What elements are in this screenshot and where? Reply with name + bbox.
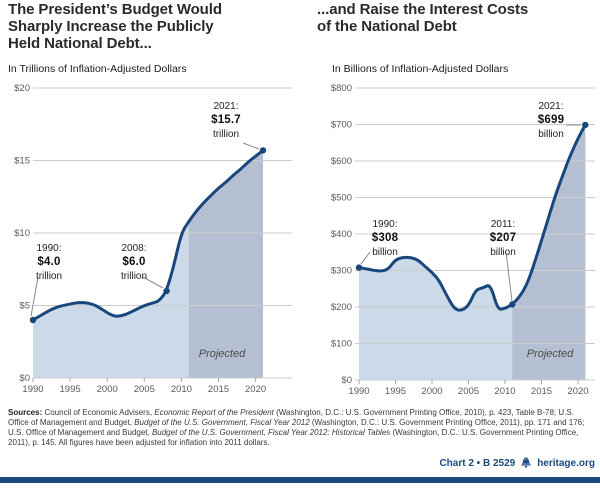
heritage-url: heritage.org bbox=[537, 457, 595, 469]
y-axis-label: $200 bbox=[331, 302, 352, 313]
data-point-dot bbox=[509, 301, 516, 308]
sources-label: Sources: bbox=[8, 408, 43, 417]
area-fill-projected bbox=[512, 124, 586, 381]
x-axis-label: 2015 bbox=[208, 384, 229, 395]
right-chart-subtitle: In Billions of Inflation-Adjusted Dollar… bbox=[332, 63, 509, 75]
data-point-dot bbox=[355, 264, 363, 271]
x-axis-label: 2010 bbox=[494, 386, 515, 397]
y-axis-label: $15 bbox=[14, 156, 30, 167]
y-axis-label: $500 bbox=[331, 193, 352, 204]
x-axis-label: 2020 bbox=[567, 386, 588, 397]
y-axis-label: $100 bbox=[331, 339, 352, 350]
data-line bbox=[31, 148, 265, 322]
y-axis-label: $700 bbox=[331, 120, 352, 131]
x-axis-label: 2005 bbox=[458, 386, 479, 397]
data-point-dot bbox=[259, 147, 267, 154]
x-axis-label: 1990 bbox=[22, 384, 43, 395]
right-chart-title: ...and Raise the Interest Costs of the N… bbox=[317, 1, 529, 35]
y-axis-label: $400 bbox=[331, 229, 352, 240]
data-point-dot bbox=[582, 121, 589, 129]
national-debt-area-chart: $0 $5 $10 $15 $20 1990 1995 2000 2005 2010 2015 202… bbox=[14, 83, 292, 395]
sources-note: Sources: Council of Economic Advisers, E… bbox=[8, 408, 595, 448]
annotation-callout-line bbox=[505, 251, 513, 302]
annotation-callout-line bbox=[242, 142, 260, 150]
x-axis-label: 1995 bbox=[385, 386, 406, 397]
x-axis-label: 1990 bbox=[348, 386, 369, 397]
chart-reference: Chart 2 • B 2529 bbox=[439, 457, 516, 469]
annotation-1990: 1990: $308 billion bbox=[371, 219, 399, 259]
area-fill-projected bbox=[188, 150, 263, 378]
left-chart-title: The President’s Budget Would Sharply Inc… bbox=[8, 1, 222, 52]
bottom-accent-bar bbox=[0, 477, 600, 483]
heritage-bell-icon bbox=[521, 457, 531, 468]
y-axis-label: $0 bbox=[341, 375, 352, 386]
annotation-2021: 2021: $15.7 trillion bbox=[211, 101, 241, 141]
annotation-2021: 2021: $699 billion bbox=[537, 101, 565, 141]
y-axis-label: $300 bbox=[331, 266, 352, 277]
projected-label: Projected bbox=[527, 348, 574, 360]
x-axis-label: 2015 bbox=[531, 386, 552, 397]
y-axis-label: $800 bbox=[331, 83, 352, 94]
left-chart-subtitle: In Trillions of Inflation-Adjusted Dolla… bbox=[8, 63, 187, 75]
interest-costs-area-chart: $0 $100 $200 $300 $400 $500 $600 $700 $800 1990 19… bbox=[331, 83, 595, 397]
annotation-2011: 2011: $207 billion bbox=[489, 219, 517, 259]
footer: Chart 2 • B 2529 heritage.org bbox=[439, 457, 595, 469]
y-axis-label: $10 bbox=[14, 228, 30, 239]
projected-label: Projected bbox=[199, 348, 246, 360]
x-axis-label: 2020 bbox=[245, 384, 266, 395]
annotation-callout-line bbox=[142, 276, 164, 289]
data-line bbox=[357, 123, 587, 312]
y-axis-label: $20 bbox=[14, 83, 30, 94]
annotation-2008: 2008: $6.0 trillion bbox=[120, 243, 148, 283]
data-point-dot bbox=[163, 287, 170, 295]
y-axis-label: $600 bbox=[331, 156, 352, 167]
sources-text: Council of Economic Advisers, Economic R… bbox=[8, 408, 585, 447]
annotation-1990: 1990: $4.0 trillion bbox=[35, 243, 63, 283]
y-axis-label: $5 bbox=[19, 301, 30, 312]
data-point-dot bbox=[29, 316, 37, 324]
y-axis-label: $0 bbox=[19, 373, 30, 384]
x-axis-label: 1995 bbox=[60, 384, 81, 395]
interest-costs-chart-panel: $0 $100 $200 $300 $400 $500 $600 $700 $800 1990 19… bbox=[300, 80, 600, 410]
x-axis-label: 2000 bbox=[421, 386, 442, 397]
x-axis-label: 2000 bbox=[97, 384, 118, 395]
national-debt-chart-panel: $0 $5 $10 $15 $20 1990 1995 2000 2005 2010 2015 202… bbox=[0, 80, 300, 410]
x-axis-label: 2010 bbox=[171, 384, 192, 395]
annotation-callout-line bbox=[30, 276, 39, 317]
annotation-callout-line bbox=[360, 251, 371, 265]
x-axis-label: 2005 bbox=[134, 384, 155, 395]
